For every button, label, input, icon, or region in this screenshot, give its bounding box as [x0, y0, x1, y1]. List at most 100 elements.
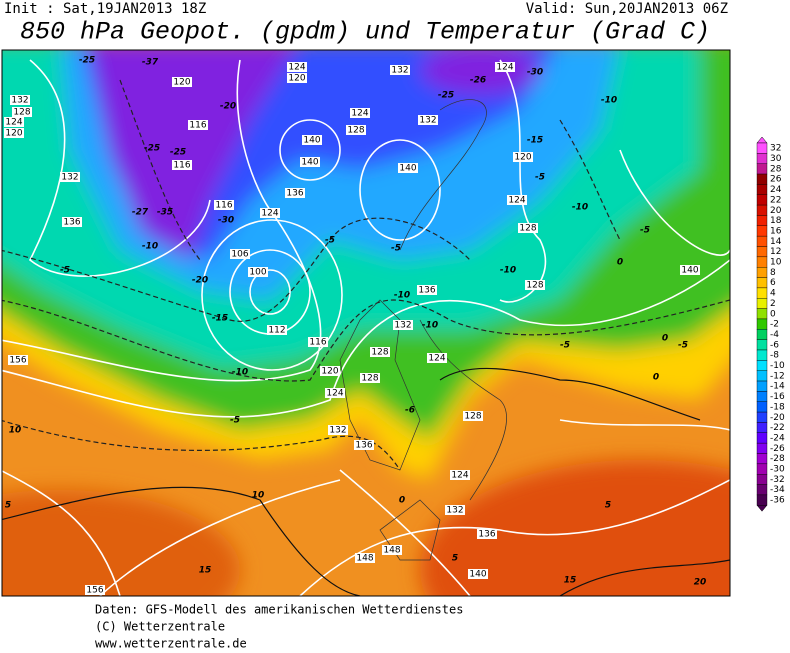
- isotherm-label: -5: [60, 266, 70, 276]
- colorbar-label: 0: [770, 309, 776, 319]
- geopotential-label: 132: [11, 96, 28, 106]
- geopotential-label-bg: [468, 569, 488, 579]
- geopotential-label-bg: [390, 65, 410, 75]
- geopotential-label-bg: [10, 95, 30, 105]
- geopotential-label: 132: [61, 173, 78, 183]
- isotherm-label: -10: [601, 96, 617, 106]
- isotherm-label: -10: [394, 291, 410, 301]
- colorbar-label: -6: [770, 340, 779, 350]
- colorbar-cell: [756, 494, 768, 506]
- colorbar-label: 14: [770, 237, 782, 247]
- colorbar-label: -30: [770, 465, 785, 475]
- isotherm-label: -25: [79, 56, 95, 66]
- colorbar-label: -28: [770, 454, 785, 464]
- geopotential-label: 120: [514, 153, 531, 163]
- isotherm-label: -25: [170, 148, 186, 158]
- colorbar-label: -10: [770, 361, 785, 371]
- geopotential-label: 120: [5, 129, 22, 139]
- isotherm-label: -10: [572, 203, 588, 213]
- isotherm-label: -37: [142, 58, 159, 68]
- colorbar-cell: [756, 442, 768, 454]
- isotherm-label: -30: [218, 216, 234, 226]
- geopotential-label-bg: [463, 411, 483, 421]
- colorbar-cell: [756, 411, 768, 423]
- geopotential-label-bg: [680, 265, 700, 275]
- colorbar-cell: [756, 308, 768, 320]
- geopotential-label: 124: [351, 109, 368, 119]
- geopotential-label-bg: [393, 320, 413, 330]
- geopotential-label-bg: [12, 107, 32, 117]
- colorbar-label: -2: [770, 320, 779, 330]
- colorbar-cell: [756, 370, 768, 382]
- colorbar-cell: [756, 339, 768, 351]
- colorbar-cell: [756, 484, 768, 496]
- footer-line: Daten: GFS-Modell des amerikanischen Wet…: [95, 603, 463, 617]
- geopotential-label: 132: [329, 426, 346, 436]
- geopotential-label-bg: [62, 217, 82, 227]
- geopotential-label: 116: [173, 161, 190, 171]
- geopotential-label: 124: [508, 196, 525, 206]
- geopotential-label-bg: [350, 108, 370, 118]
- colorbar-cell: [756, 474, 768, 485]
- geopotential-label-bg: [518, 223, 538, 233]
- geopotential-label: 128: [526, 281, 543, 291]
- geopotential-label: 128: [519, 224, 536, 234]
- geopotential-label: 128: [13, 108, 30, 118]
- colorbar-cell: [756, 256, 768, 268]
- isotherm-label: -10: [142, 242, 158, 252]
- geopotential-label-bg: [445, 505, 465, 515]
- geopotential-label: 136: [286, 189, 303, 199]
- geopotential-label-bg: [495, 62, 515, 72]
- geopotential-label-bg: [513, 152, 533, 162]
- geopotential-label-bg: [450, 470, 470, 480]
- colorbar-label: 8: [770, 268, 776, 278]
- isotherm-label: -5: [560, 341, 570, 351]
- map: [2, 50, 730, 596]
- isotherm-label: -5: [678, 341, 688, 351]
- geopotential-label: 156: [9, 356, 26, 366]
- geopotential-label: 116: [215, 201, 232, 211]
- geopotential-label-bg: [320, 366, 340, 376]
- geopotential-label: 140: [303, 136, 320, 146]
- colorbar-cell: [756, 391, 768, 402]
- colorbar-label: 4: [770, 289, 776, 299]
- colorbar-label: -36: [770, 496, 785, 506]
- colorbar-cell: [756, 225, 768, 237]
- geopotential-label: 124: [326, 389, 343, 399]
- geopotential-label-bg: [287, 73, 307, 83]
- geopotential-label-bg: [346, 125, 366, 135]
- colorbar-label: 22: [770, 195, 781, 205]
- geopotential-label: 120: [288, 74, 305, 84]
- colorbar-cell: [756, 329, 768, 340]
- geopotential-label-bg: [328, 425, 348, 435]
- isotherm-label: -10: [232, 368, 248, 378]
- geopotential-label-bg: [477, 529, 497, 539]
- colorbar-cell: [756, 163, 768, 175]
- isotherm-label: -20: [220, 102, 236, 112]
- isotherm-label: -26: [470, 76, 486, 86]
- colorbar-cell: [756, 204, 768, 216]
- colorbar-cell: [756, 422, 768, 434]
- geopotential-label-bg: [188, 120, 208, 130]
- isotherm-label: 20: [694, 578, 707, 588]
- geopotential-label-bg: [172, 77, 192, 87]
- map-title: 850 hPa Geopot. (gpdm) und Temperatur (G…: [20, 18, 710, 47]
- colorbar-cell: [756, 194, 768, 206]
- colorbar-label: -22: [770, 423, 785, 433]
- colorbar-cell: [756, 453, 768, 465]
- geopotential-label-bg: [4, 128, 24, 138]
- isotherm-label: -20: [192, 276, 208, 286]
- colorbar-bottom-arrow: [756, 505, 768, 512]
- geopotential-label: 132: [446, 506, 463, 516]
- isotherm-label: -27: [132, 208, 149, 218]
- colorbar-cell: [756, 318, 768, 330]
- isotherm-label: 0: [617, 258, 623, 268]
- geopotential-label-bg: [214, 200, 234, 210]
- colorbar-label: -34: [770, 485, 785, 495]
- colorbar-cell: [756, 267, 768, 278]
- geopotential-label: 140: [399, 164, 416, 174]
- geopotential-label: 124: [428, 354, 445, 364]
- geopotential-label-bg: [8, 355, 28, 365]
- colorbar-label: 18: [770, 216, 782, 226]
